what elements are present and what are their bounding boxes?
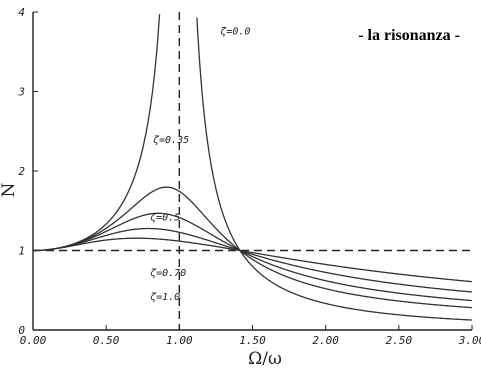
x-tick-label: 0.50 (93, 334, 120, 347)
curve-zeta-1 (33, 186, 472, 309)
curve-label: ζ=1.0 (150, 292, 180, 303)
y-tick-label: 2 (18, 165, 25, 178)
x-tick-label: 1.50 (239, 334, 266, 347)
y-tick-label: 0 (18, 324, 25, 337)
curve-label: ζ=0.0 (220, 26, 250, 37)
y-tick-label: 3 (17, 86, 25, 99)
curve-label: ζ=0.5 (150, 212, 180, 223)
curve-zeta-0 (196, 17, 473, 321)
y-tick-label: 1 (18, 245, 25, 258)
curve-zeta-4 (33, 237, 472, 283)
chart-title: - la risonanza - (358, 27, 460, 44)
x-tick-label: 2.50 (386, 334, 413, 347)
x-tick-label: 3.00 (458, 334, 481, 347)
curve-zeta-3 (33, 227, 473, 293)
y-axis-label: N (0, 182, 19, 197)
curve-label: ζ=0.35 (153, 135, 189, 146)
y-tick-label: 4 (18, 6, 25, 19)
x-axis-label: Ω/ω (248, 349, 282, 369)
x-tick-label: 2.00 (312, 334, 339, 347)
x-tick-label: 0.00 (20, 334, 47, 347)
curve-label: ζ=0.70 (150, 268, 186, 279)
curve-zeta-2 (33, 212, 473, 302)
x-tick-label: 1.00 (166, 334, 193, 347)
